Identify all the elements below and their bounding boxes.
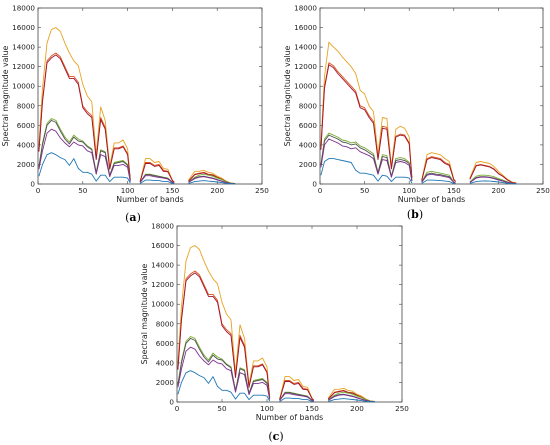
y-tick-label: 2000 bbox=[17, 160, 36, 169]
series-line-4 bbox=[320, 132, 517, 185]
x-tick-label: 100 bbox=[402, 186, 416, 195]
y-axis-label: Spectral magnitude value bbox=[140, 263, 149, 364]
series-line-2 bbox=[320, 62, 517, 184]
y-tick-label: 16000 bbox=[294, 23, 317, 32]
x-tick-label: 50 bbox=[78, 186, 88, 195]
plot-frame-b bbox=[319, 7, 544, 185]
plot-frame-a bbox=[37, 7, 263, 185]
y-tick-label: 14000 bbox=[294, 43, 317, 52]
y-tick-label: 14000 bbox=[151, 261, 174, 270]
series-line-1 bbox=[177, 245, 376, 402]
x-tick-label: 50 bbox=[360, 186, 370, 195]
caption-b: (b) bbox=[407, 208, 423, 221]
y-tick-label: 8000 bbox=[156, 319, 175, 328]
y-tick-label: 10000 bbox=[151, 300, 174, 309]
x-tick-label: 250 bbox=[395, 404, 409, 413]
y-axis-label: Spectral magnitude value bbox=[283, 45, 292, 146]
y-tick-label: 0 bbox=[30, 180, 35, 189]
y-tick-label: 0 bbox=[169, 398, 174, 407]
series-line-7 bbox=[320, 158, 517, 185]
x-tick-label: 100 bbox=[121, 186, 135, 195]
plot-area-b: 0200040006000800010000120001400016000180… bbox=[283, 4, 550, 205]
series-line-7 bbox=[38, 152, 236, 185]
y-tick-label: 6000 bbox=[299, 121, 318, 130]
series-line-1 bbox=[38, 27, 236, 184]
series-line-3 bbox=[320, 64, 517, 184]
plot-area-c: 0200040006000800010000120001400016000180… bbox=[140, 222, 409, 423]
x-tick-label: 50 bbox=[217, 404, 227, 413]
x-tick-label: 100 bbox=[260, 404, 274, 413]
x-tick-label: 150 bbox=[305, 404, 319, 413]
x-tick-label: 0 bbox=[36, 186, 41, 195]
y-tick-label: 12000 bbox=[151, 280, 174, 289]
series-line-6 bbox=[38, 128, 236, 185]
x-tick-label: 200 bbox=[210, 186, 224, 195]
y-tick-label: 12000 bbox=[294, 62, 317, 71]
x-tick-label: 0 bbox=[175, 404, 180, 413]
y-tick-label: 8000 bbox=[299, 101, 318, 110]
plot-area-a: 0200040006000800010000120001400016000180… bbox=[1, 4, 269, 205]
plot-frame-c bbox=[176, 225, 403, 403]
chart-panel-a: 0200040006000800010000120001400016000180… bbox=[1, 4, 269, 225]
y-tick-label: 8000 bbox=[17, 101, 36, 110]
y-tick-label: 2000 bbox=[299, 160, 318, 169]
chart-panel-b: 0200040006000800010000120001400016000180… bbox=[283, 4, 550, 222]
y-tick-label: 16000 bbox=[151, 241, 174, 250]
chart-panel-c: 0200040006000800010000120001400016000180… bbox=[140, 222, 409, 444]
x-tick-label: 200 bbox=[350, 404, 364, 413]
y-tick-label: 4000 bbox=[299, 140, 318, 149]
caption-c: (c) bbox=[268, 430, 283, 443]
x-tick-label: 150 bbox=[166, 186, 180, 195]
y-tick-label: 18000 bbox=[294, 4, 317, 13]
y-tick-label: 16000 bbox=[12, 23, 35, 32]
x-axis-label: Number of bands bbox=[116, 195, 183, 204]
y-tick-label: 0 bbox=[312, 180, 317, 189]
series-line-6 bbox=[177, 346, 376, 403]
y-axis-label: Spectral magnitude value bbox=[1, 45, 10, 146]
series-line-7 bbox=[177, 370, 376, 403]
y-tick-label: 18000 bbox=[151, 222, 174, 231]
x-tick-label: 200 bbox=[492, 186, 506, 195]
y-tick-label: 12000 bbox=[12, 62, 35, 71]
x-tick-label: 0 bbox=[318, 186, 323, 195]
y-tick-label: 6000 bbox=[17, 121, 36, 130]
x-axis-label: Number of bands bbox=[256, 413, 323, 422]
y-tick-label: 6000 bbox=[156, 339, 175, 348]
y-tick-label: 10000 bbox=[294, 82, 317, 91]
caption-a: (a) bbox=[125, 211, 141, 224]
x-tick-label: 150 bbox=[447, 186, 461, 195]
x-axis-label: Number of bands bbox=[398, 195, 465, 204]
x-tick-label: 250 bbox=[536, 186, 550, 195]
y-tick-label: 18000 bbox=[12, 4, 35, 13]
y-tick-label: 2000 bbox=[156, 378, 175, 387]
y-tick-label: 4000 bbox=[156, 358, 175, 367]
y-tick-label: 10000 bbox=[12, 82, 35, 91]
series-line-6 bbox=[320, 138, 517, 185]
x-tick-label: 250 bbox=[255, 186, 269, 195]
y-tick-label: 4000 bbox=[17, 140, 36, 149]
y-tick-label: 14000 bbox=[12, 43, 35, 52]
